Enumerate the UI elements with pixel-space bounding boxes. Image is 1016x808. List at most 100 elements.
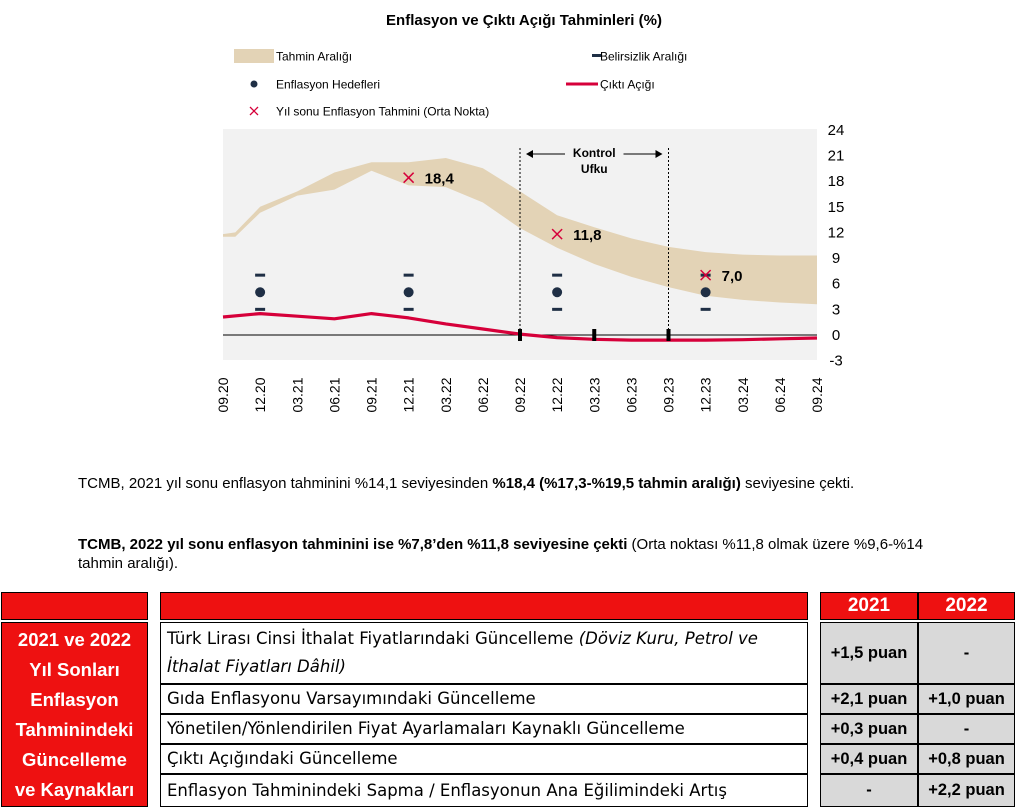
x-tick-label: 12.22 xyxy=(549,377,565,412)
value-2021: +0,4 puan xyxy=(820,744,918,774)
legend-dash-swatch xyxy=(592,54,601,57)
x-tick-label: 09.24 xyxy=(809,377,825,412)
table-side-title: 2021 ve 2022 Yıl Sonları Enflasyon Tahminin… xyxy=(1,622,148,807)
y-tick-label: 18 xyxy=(828,173,845,190)
side-title-line: Tahminindeki xyxy=(15,718,134,740)
table-header-blank xyxy=(160,592,808,620)
header-2021: 2021 xyxy=(820,592,918,620)
x-tick-label: 06.24 xyxy=(772,377,788,412)
x-tick-label: 09.20 xyxy=(215,377,231,412)
uncertainty-lower xyxy=(403,307,414,311)
row-label: Çıktı Açığındaki Güncelleme xyxy=(160,744,808,774)
y-tick-label: 21 xyxy=(828,147,845,164)
row-label-text: Gıda Enflasyonu Varsayımındaki Güncellem… xyxy=(167,689,536,708)
inflation-target-dot xyxy=(255,287,266,298)
y-tick-label: 0 xyxy=(832,327,840,344)
paragraph-2021: TCMB, 2021 yıl sonu enflasyon tahminini … xyxy=(78,475,855,492)
forecast-value-label: 11,8 xyxy=(573,227,601,244)
x-tick-label: 09.21 xyxy=(364,377,380,412)
forecast-band xyxy=(223,158,817,305)
legend-item: Enflasyon Hedefleri xyxy=(250,78,380,92)
forecast-x-marker xyxy=(551,228,563,240)
legend-label: Tahmin Aralığı xyxy=(276,50,352,64)
value-2022: +1,0 puan xyxy=(918,684,1015,714)
forecast-x-marker xyxy=(403,172,415,184)
x-tick-label: 09.23 xyxy=(661,377,677,412)
value-2021: - xyxy=(820,774,918,807)
inflation-target-dot xyxy=(700,287,711,298)
chart-legend: Tahmin Aralığı Belirsizlik Aralığı Enflasy… xyxy=(234,49,687,119)
control-horizon-arrowhead xyxy=(655,150,663,158)
x-tick-label: 09.22 xyxy=(512,377,528,412)
uncertainty-lower xyxy=(552,307,563,311)
y-tick-label: -3 xyxy=(829,353,842,370)
row-label-text: Yönetilen/Yönlendirilen Fiyat Ayarlamala… xyxy=(167,719,685,738)
legend-label: Çıktı Açığı xyxy=(600,78,655,92)
uncertainty-upper xyxy=(552,273,563,277)
x-tick-label: 03.24 xyxy=(735,377,751,412)
uncertainty-lower xyxy=(700,307,711,311)
output-gap-marker xyxy=(518,329,522,341)
forecast-value-label: 7,0 xyxy=(722,268,743,285)
x-tick-label: 03.22 xyxy=(438,377,454,412)
row-label: Gıda Enflasyonu Varsayımındaki Güncellem… xyxy=(160,684,808,714)
uncertainty-upper xyxy=(403,273,414,277)
plot-area: KontrolUfku18,411,87,024211815129630-309… xyxy=(215,122,844,413)
x-tick-label: 03.21 xyxy=(289,377,305,412)
output-gap-marker xyxy=(592,329,597,341)
control-horizon-arrowhead xyxy=(526,150,533,158)
legend-item: Belirsizlik Aralığı xyxy=(592,50,687,64)
row-label-text: Çıktı Açığındaki Güncelleme xyxy=(167,749,398,768)
side-title-line: 2021 ve 2022 xyxy=(17,628,132,650)
row-label: Türk Lirası Cinsi İthalat Fiyatlarındaki… xyxy=(160,622,808,684)
value-2021: +2,1 puan xyxy=(820,684,918,714)
side-title-line: Yıl Sonları xyxy=(29,658,120,680)
control-horizon-label: Ufku xyxy=(581,162,608,176)
side-title-text: 2021 ve 2022 Yıl Sonları Enflasyon Tahminin… xyxy=(15,625,134,805)
legend-label: Enflasyon Hedefleri xyxy=(276,78,380,92)
x-tick-label: 03.23 xyxy=(586,377,602,412)
output-gap-marker xyxy=(666,329,671,341)
legend-dot-swatch xyxy=(250,80,258,88)
legend-x-swatch xyxy=(249,106,259,116)
value-2021: +0,3 puan xyxy=(820,714,918,744)
legend-label: Yıl sonu Enflasyon Tahmini (Orta Nokta) xyxy=(276,105,489,119)
forecast-x-marker xyxy=(700,269,712,281)
y-tick-label: 6 xyxy=(832,276,840,293)
value-2022: +0,8 puan xyxy=(918,744,1015,774)
header-2022: 2022 xyxy=(918,592,1015,620)
inflation-target-dot xyxy=(403,287,414,298)
side-title-line: Güncelleme xyxy=(22,748,127,770)
uncertainty-lower xyxy=(255,307,266,311)
legend-item: Tahmin Aralığı xyxy=(234,49,352,64)
row-label: Yönetilen/Yönlendirilen Fiyat Ayarlamala… xyxy=(160,714,808,744)
uncertainty-upper xyxy=(255,273,266,277)
x-tick-label: 06.23 xyxy=(623,377,639,412)
x-tick-label: 12.23 xyxy=(698,377,714,412)
inflation-target-dot xyxy=(552,287,563,298)
value-2021: +1,5 puan xyxy=(820,622,918,684)
legend-band-swatch xyxy=(234,49,274,63)
chart-title: Enflasyon ve Çıktı Açığı Tahminleri (%) xyxy=(386,12,662,29)
forecast-value-label: 18,4 xyxy=(425,171,455,188)
y-tick-label: 15 xyxy=(828,199,845,216)
row-label-text: Enflasyon Tahminindeki Sapma / Enflasyon… xyxy=(167,780,727,800)
x-tick-label: 12.20 xyxy=(252,377,268,412)
legend-label: Belirsizlik Aralığı xyxy=(600,50,687,64)
row-label-text: Türk Lirası Cinsi İthalat Fiyatlarındaki… xyxy=(167,629,758,676)
y-tick-label: 12 xyxy=(828,224,845,241)
y-tick-label: 9 xyxy=(832,250,840,267)
x-tick-label: 06.21 xyxy=(326,377,342,412)
inflation-output-gap-chart: Enflasyon ve Çıktı Açığı Tahminleri (%) … xyxy=(215,12,844,413)
table-side-header xyxy=(1,592,148,620)
x-tick-label: 12.21 xyxy=(401,377,417,412)
legend-item: Çıktı Açığı xyxy=(566,78,655,92)
legend-item: Yıl sonu Enflasyon Tahmini (Orta Nokta) xyxy=(249,105,489,119)
value-2022: - xyxy=(918,714,1015,744)
control-horizon-label: Kontrol xyxy=(573,146,616,160)
y-tick-label: 24 xyxy=(828,122,845,139)
side-title-line: ve Kaynakları xyxy=(14,778,135,800)
x-tick-label: 06.22 xyxy=(475,377,491,412)
side-title-line: Enflasyon xyxy=(30,688,119,710)
paragraph-2022: TCMB, 2022 yıl sonu enflasyon tahminini … xyxy=(78,536,924,572)
